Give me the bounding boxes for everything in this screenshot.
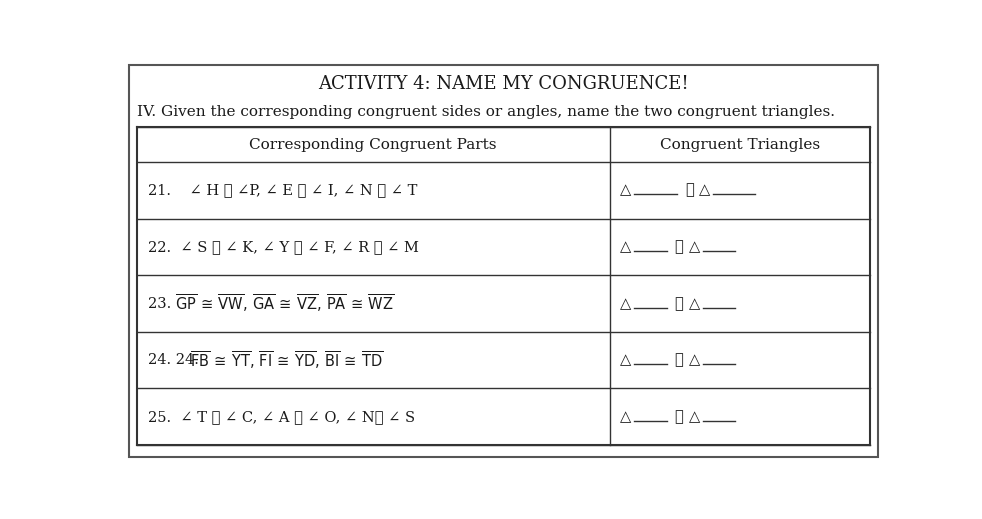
Text: Corresponding Congruent Parts: Corresponding Congruent Parts	[249, 138, 497, 152]
Text: △: △	[688, 353, 700, 367]
Text: △: △	[621, 409, 631, 424]
Text: △: △	[621, 184, 631, 198]
Text: $\overline{\rm GP}$$\,\cong\,$$\overline{\rm VW}$$,\,$$\overline{\rm GA}$$\,\con: $\overline{\rm GP}$$\,\cong\,$$\overline…	[175, 293, 394, 315]
Text: ACTIVITY 4: NAME MY CONGRUENCE!: ACTIVITY 4: NAME MY CONGRUENCE!	[318, 75, 688, 93]
Text: 25.  ∠ T ≅ ∠ C, ∠ A ≅ ∠ O, ∠ N≅ ∠ S: 25. ∠ T ≅ ∠ C, ∠ A ≅ ∠ O, ∠ N≅ ∠ S	[147, 409, 414, 424]
Text: △: △	[621, 240, 631, 254]
Text: △: △	[621, 297, 631, 311]
Text: ≅: ≅	[675, 353, 683, 367]
Text: 21.    ∠ H ≅ ∠P, ∠ E ≅ ∠ I, ∠ N ≅ ∠ T: 21. ∠ H ≅ ∠P, ∠ E ≅ ∠ I, ∠ N ≅ ∠ T	[147, 184, 417, 198]
Text: ≅: ≅	[675, 240, 683, 254]
Text: Congruent Triangles: Congruent Triangles	[660, 138, 820, 152]
Text: △: △	[621, 353, 631, 367]
Text: ≅: ≅	[684, 184, 693, 198]
Text: ≅: ≅	[675, 297, 683, 311]
Text: △: △	[688, 297, 700, 311]
Text: IV. Given the corresponding congruent sides or angles, name the two congruent tr: IV. Given the corresponding congruent si…	[136, 105, 835, 119]
Text: 22.  ∠ S ≅ ∠ K, ∠ Y ≅ ∠ F, ∠ R ≅ ∠ M: 22. ∠ S ≅ ∠ K, ∠ Y ≅ ∠ F, ∠ R ≅ ∠ M	[147, 240, 418, 254]
Text: ≅: ≅	[675, 409, 683, 424]
Text: 23.: 23.	[147, 297, 176, 311]
Text: 24. 24.: 24. 24.	[147, 353, 198, 367]
Text: △: △	[688, 240, 700, 254]
Text: $\overline{\rm FB}$$\,\cong\,$$\overline{\rm YT}$$,\,$$\overline{\rm FI}$$\,\con: $\overline{\rm FB}$$\,\cong\,$$\overline…	[191, 349, 384, 371]
Text: △: △	[699, 184, 710, 198]
Text: △: △	[688, 409, 700, 424]
